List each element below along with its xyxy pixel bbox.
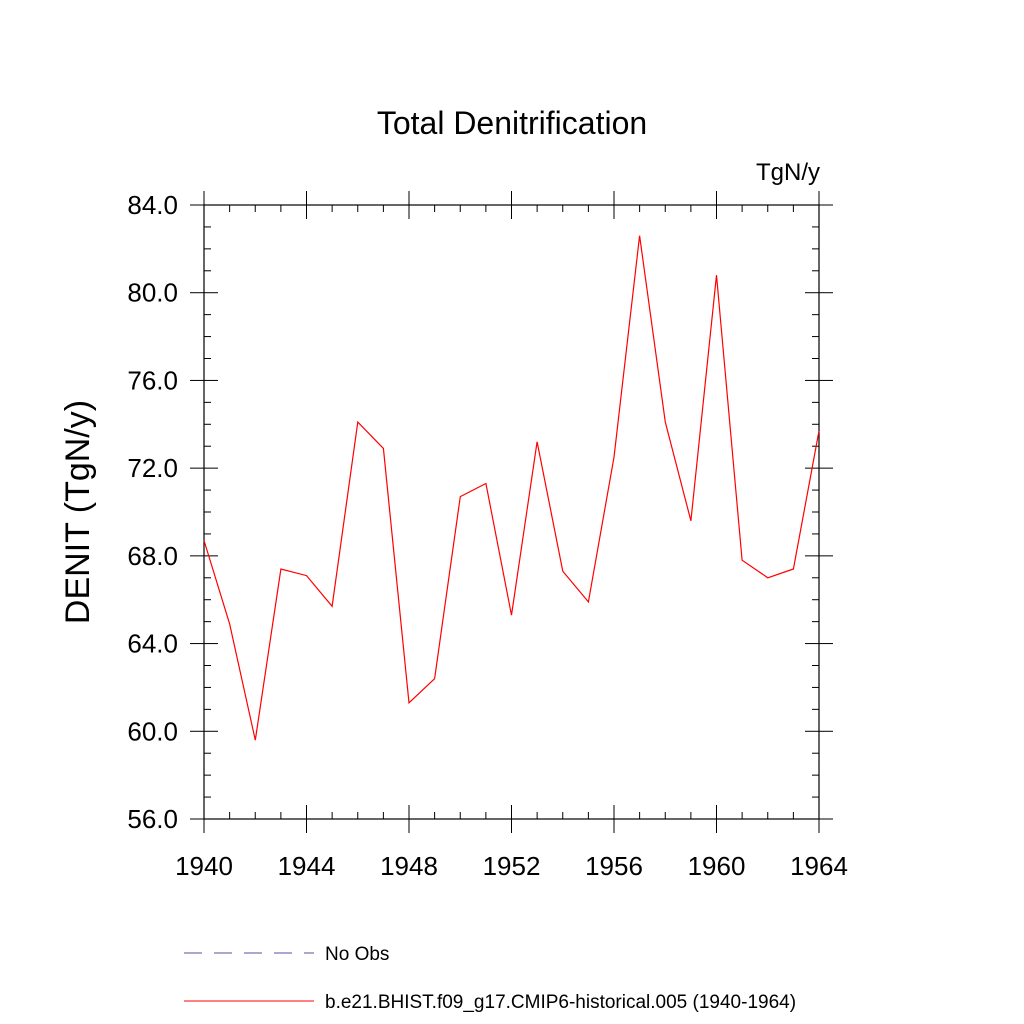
y-tick-label: 56.0	[127, 804, 178, 834]
x-tick-label: 1952	[483, 851, 541, 881]
x-tick-label: 1940	[175, 851, 233, 881]
y-tick-label: 80.0	[127, 278, 178, 308]
x-tick-label: 1948	[380, 851, 438, 881]
tick-labels: 1940 1944 1948 1952 1956 1960 1964 56.0 60.0 64.0…	[127, 190, 848, 881]
axis-ticks	[190, 191, 833, 833]
series-line	[203, 235, 820, 741]
y-tick-label: 64.0	[127, 629, 178, 659]
y-tick-label: 68.0	[127, 541, 178, 571]
x-tick-label: 1964	[790, 851, 848, 881]
legend-label-no-obs: No Obs	[325, 944, 389, 965]
y-tick-label: 60.0	[127, 716, 178, 746]
legend-label-model: b.e21.BHIST.f09_g17.CMIP6-historical.005…	[325, 992, 796, 1013]
chart-title: Total Denitrification	[377, 105, 647, 141]
y-tick-label: 84.0	[127, 190, 178, 220]
units-label: TgN/y	[756, 159, 820, 186]
x-tick-label: 1960	[688, 851, 746, 881]
legend: No Obs b.e21.BHIST.f09_g17.CMIP6-histori…	[184, 944, 796, 1013]
y-axis-label: DENIT (TgN/y)	[59, 400, 97, 624]
y-tick-label: 72.0	[127, 453, 178, 483]
plot-frame	[203, 204, 820, 820]
series-group	[203, 235, 820, 741]
x-tick-label: 1956	[585, 851, 643, 881]
x-tick-label: 1944	[278, 851, 336, 881]
y-tick-label: 76.0	[127, 365, 178, 395]
